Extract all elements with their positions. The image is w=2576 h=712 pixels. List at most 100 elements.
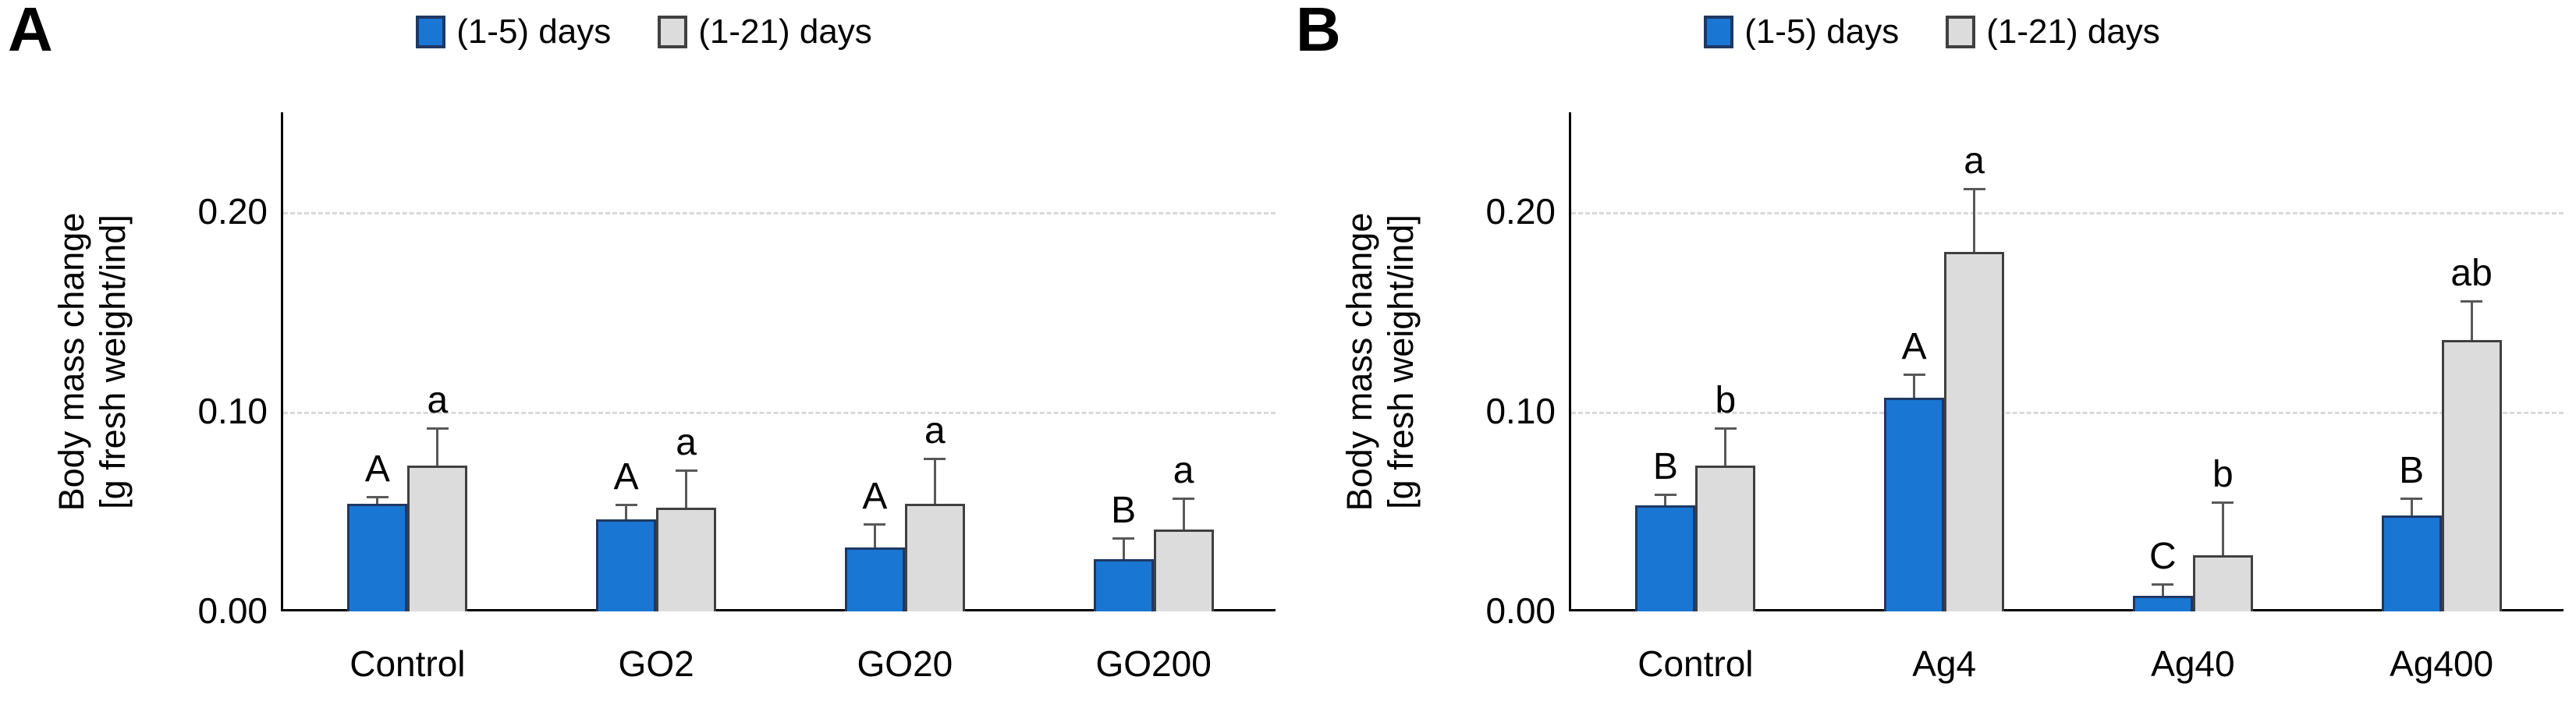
error-bar [2470,299,2473,340]
significance-letter: a [676,422,697,464]
bar [1884,398,1945,611]
panel-a: A (1-5) days (1-21) days Body mass chang… [0,0,1288,684]
legend-label: (1-21) days [1986,12,2160,51]
y-tick-label: 0.10 [197,391,268,431]
error-bar [2410,498,2413,516]
bar [844,547,905,611]
y-tick-label: 0.20 [197,191,268,232]
y-axis-title-a: Body mass change [g fresh weight/ind] [51,213,133,512]
y-axis-title-b: Body mass change [g fresh weight/ind] [1339,213,1421,512]
error-bar-cap [675,469,697,473]
error-bar-cap [426,427,449,430]
legend-label: (1-21) days [698,12,872,51]
bar [1153,530,1214,611]
y-axis-title-line1: Body mass change [51,212,91,512]
bar [407,466,468,611]
significance-letter: a [427,380,449,422]
bar [2192,555,2253,611]
error-bar-cap [2152,583,2174,586]
error-bar [436,427,439,466]
error-bar [1122,537,1125,560]
significance-letter: B [1652,445,1678,487]
error-bar [1913,374,1916,399]
error-bar-cap [1714,427,1737,430]
legend-swatch-gray [658,16,688,48]
significance-letter: a [1964,140,1985,182]
significance-letter: A [862,476,888,518]
bar [656,507,717,611]
significance-letter: A [1901,326,1927,368]
legend-swatch-blue [1704,16,1734,48]
gridline [283,412,1276,414]
significance-letter: a [924,409,946,452]
error-bar-cap [2461,299,2483,303]
significance-letter: ab [2450,252,2493,294]
significance-letter: A [613,455,639,498]
bar [1695,466,1756,611]
gridline [283,212,1276,214]
bar [347,503,408,611]
bar [596,519,657,611]
error-bar [1182,498,1185,530]
panel-a-label: A [8,0,53,64]
x-category-label: Ag4 [1912,643,1977,684]
error-bar [933,457,936,504]
error-bar-cap [2212,501,2234,505]
panel-b-label: B [1296,0,1341,64]
x-category-label: GO200 [1095,643,1212,684]
legend-b: (1-5) days (1-21) days [1288,12,2576,51]
bar [2441,339,2502,611]
error-bar-cap [1963,188,1985,191]
error-bar-cap [2400,498,2423,501]
significance-letter: b [2212,454,2234,496]
y-axis-title-line2: [g fresh weight/ind] [1381,214,1421,509]
panel-b: B (1-5) days (1-21) days Body mass chang… [1288,0,2576,712]
significance-letter: a [1173,450,1194,492]
legend-item-1-5-days: (1-5) days [1704,12,1899,51]
legend-label: (1-5) days [456,12,612,51]
y-tick-label: 0.00 [197,590,268,631]
error-bar [2161,583,2164,596]
error-bar-cap [1173,498,1195,501]
gridline [1571,412,2564,414]
error-bar [2221,501,2224,556]
legend-item-1-5-days: (1-5) days [416,12,611,51]
x-category-label: GO20 [857,643,953,684]
bar [1944,252,2005,611]
x-category-label: Ag400 [2390,643,2494,684]
y-tick-label: 0.10 [1485,391,1556,431]
y-axis-title-line1: Body mass change [1339,212,1379,512]
error-bar-cap [924,457,946,460]
x-category-label: Ag40 [2151,643,2235,684]
error-bar [873,523,876,548]
significance-letter: B [2399,450,2425,492]
error-bar-cap [366,495,389,498]
legend-item-1-21-days: (1-21) days [1946,12,2160,51]
y-axis-title-line2: [g fresh weight/ind] [93,214,133,509]
gridline [1571,212,2564,214]
significance-letter: A [364,448,390,490]
bar [2381,515,2442,611]
error-bar-cap [1112,537,1135,540]
error-bar-cap [1654,493,1677,496]
error-bar [625,503,628,520]
error-bar-cap [1903,374,1925,377]
x-category-label: Control [349,643,466,684]
bar [904,503,965,611]
x-category-label: Control [1637,643,1754,684]
error-bar [1973,188,1976,253]
error-bar-cap [864,523,886,526]
significance-letter: b [1715,380,1737,422]
error-bar [376,495,379,504]
legend-label: (1-5) days [1744,12,1900,51]
significance-letter: B [1111,490,1137,532]
legend-item-1-21-days: (1-21) days [658,12,872,51]
significance-letter: C [2149,536,2177,578]
bar [2132,595,2193,611]
y-tick-label: 0.00 [1485,590,1556,631]
legend-a: (1-5) days (1-21) days [0,12,1288,51]
error-bar [1664,493,1667,506]
